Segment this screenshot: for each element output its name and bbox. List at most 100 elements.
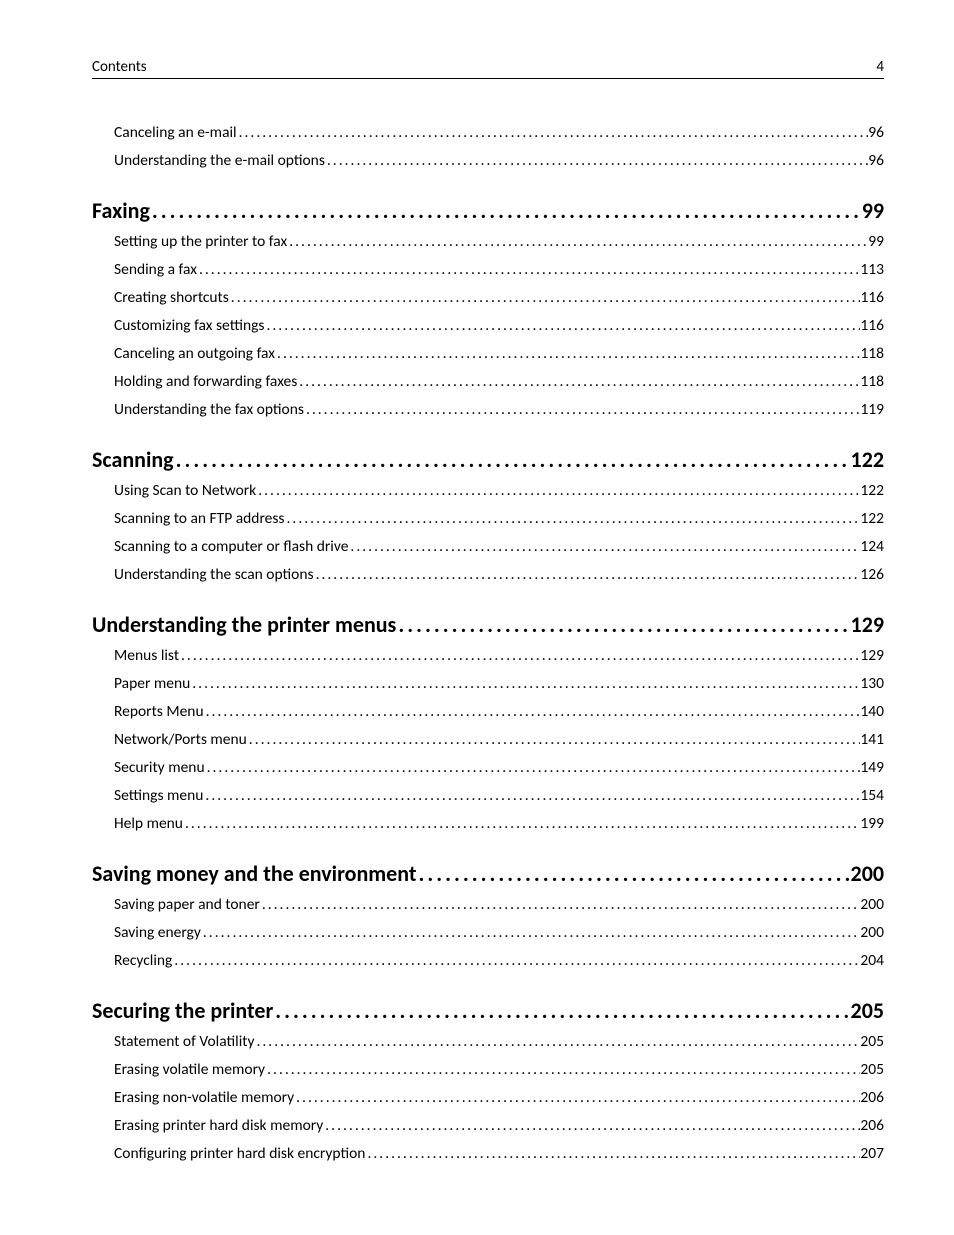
toc-entry[interactable]: Faxing..................................… bbox=[92, 197, 884, 224]
leader-dots: ........................................… bbox=[275, 342, 860, 366]
toc-entry[interactable]: Reports Menu............................… bbox=[114, 700, 884, 724]
toc-sub-page: 205 bbox=[860, 1058, 884, 1082]
header-title: Contents bbox=[92, 58, 147, 76]
toc-sub-page: 206 bbox=[860, 1086, 884, 1110]
toc-entry[interactable]: Security menu...........................… bbox=[114, 756, 884, 780]
leader-dots: ........................................… bbox=[247, 728, 861, 752]
toc-sub-title: Settings menu bbox=[114, 784, 203, 808]
toc-sub-page: 206 bbox=[860, 1114, 884, 1138]
toc-sub-page: 205 bbox=[860, 1030, 884, 1054]
toc-sub-title: Paper menu bbox=[114, 672, 190, 696]
toc-entry[interactable]: Menus list..............................… bbox=[114, 644, 884, 668]
toc-sub-title: Menus list bbox=[114, 644, 179, 668]
toc-entry[interactable]: Erasing non-volatile memory.............… bbox=[114, 1086, 884, 1110]
leader-dots: ........................................… bbox=[237, 121, 869, 145]
toc-sub-page: 116 bbox=[860, 286, 884, 310]
toc-entry[interactable]: Scanning to a computer or flash drive...… bbox=[114, 535, 884, 559]
toc-sub-title: Help menu bbox=[114, 812, 183, 836]
toc-sub-page: 130 bbox=[860, 672, 884, 696]
toc-sub-title: Scanning to a computer or flash drive bbox=[114, 535, 348, 559]
toc-sub-page: 204 bbox=[860, 949, 884, 973]
leader-dots: ........................................… bbox=[260, 893, 861, 917]
leader-dots: ........................................… bbox=[396, 611, 850, 638]
toc-sub-title: Saving paper and toner bbox=[114, 893, 260, 917]
leader-dots: ........................................… bbox=[264, 314, 860, 338]
toc-sub-page: 199 bbox=[860, 812, 884, 836]
toc-entry[interactable]: Customizing fax settings................… bbox=[114, 314, 884, 338]
leader-dots: ........................................… bbox=[265, 1058, 860, 1082]
toc-entry[interactable]: Holding and forwarding faxes............… bbox=[114, 370, 884, 394]
leader-dots: ........................................… bbox=[416, 860, 850, 887]
toc-sub-title: Holding and forwarding faxes bbox=[114, 370, 297, 394]
leader-dots: ........................................… bbox=[254, 1030, 860, 1054]
leader-dots: ........................................… bbox=[172, 949, 860, 973]
toc-entry[interactable]: Saving paper and toner..................… bbox=[114, 893, 884, 917]
leader-dots: ........................................… bbox=[174, 446, 851, 473]
toc-sub-page: 118 bbox=[860, 370, 884, 394]
toc-entry[interactable]: Creating shortcuts......................… bbox=[114, 286, 884, 310]
toc-entry[interactable]: Settings menu...........................… bbox=[114, 784, 884, 808]
table-of-contents: Canceling an e-mail.....................… bbox=[92, 121, 884, 1166]
toc-entry[interactable]: Setting up the printer to fax...........… bbox=[114, 230, 884, 254]
toc-sub-title: Saving energy bbox=[114, 921, 201, 945]
toc-entry[interactable]: Configuring printer hard disk encryption… bbox=[114, 1142, 884, 1166]
leader-dots: ........................................… bbox=[229, 286, 861, 310]
toc-entry[interactable]: Understanding the e-mail options........… bbox=[114, 149, 884, 173]
toc-entry[interactable]: Using Scan to Network...................… bbox=[114, 479, 884, 503]
toc-entry[interactable]: Help menu...............................… bbox=[114, 812, 884, 836]
toc-section-page: 99 bbox=[862, 197, 884, 224]
toc-entry[interactable]: Understanding the printer menus.........… bbox=[92, 611, 884, 638]
toc-section-page: 122 bbox=[851, 446, 884, 473]
leader-dots: ........................................… bbox=[294, 1086, 860, 1110]
toc-sub-title: Scanning to an FTP address bbox=[114, 507, 285, 531]
toc-sub-page: 96 bbox=[868, 121, 884, 145]
leader-dots: ........................................… bbox=[201, 921, 861, 945]
toc-sub-title: Erasing printer hard disk memory bbox=[114, 1114, 323, 1138]
toc-entry[interactable]: Paper menu..............................… bbox=[114, 672, 884, 696]
toc-entry[interactable]: Saving money and the environment........… bbox=[92, 860, 884, 887]
toc-section-title: Scanning bbox=[92, 446, 174, 473]
toc-entry[interactable]: Saving energy...........................… bbox=[114, 921, 884, 945]
toc-sub-page: 96 bbox=[868, 149, 884, 173]
toc-entry[interactable]: Erasing printer hard disk memory........… bbox=[114, 1114, 884, 1138]
leader-dots: ........................................… bbox=[205, 756, 861, 780]
toc-entry[interactable]: Securing the printer....................… bbox=[92, 997, 884, 1024]
toc-sub-page: 154 bbox=[860, 784, 884, 808]
leader-dots: ........................................… bbox=[365, 1142, 860, 1166]
toc-entry[interactable]: Recycling...............................… bbox=[114, 949, 884, 973]
toc-sub-page: 124 bbox=[860, 535, 884, 559]
toc-sub-title: Network/Ports menu bbox=[114, 728, 247, 752]
toc-sub-page: 118 bbox=[860, 342, 884, 366]
toc-entry[interactable]: Network/Ports menu......................… bbox=[114, 728, 884, 752]
toc-sub-title: Understanding the e-mail options bbox=[114, 149, 325, 173]
toc-sub-title: Using Scan to Network bbox=[114, 479, 256, 503]
toc-entry[interactable]: Canceling an outgoing fax...............… bbox=[114, 342, 884, 366]
toc-entry[interactable]: Scanning to an FTP address..............… bbox=[114, 507, 884, 531]
toc-sub-page: 129 bbox=[860, 644, 884, 668]
toc-entry[interactable]: Statement of Volatility.................… bbox=[114, 1030, 884, 1054]
leader-dots: ........................................… bbox=[297, 370, 860, 394]
toc-sub-title: Setting up the printer to fax bbox=[114, 230, 287, 254]
toc-entry[interactable]: Sending a fax...........................… bbox=[114, 258, 884, 282]
toc-entry[interactable]: Understanding the fax options...........… bbox=[114, 398, 884, 422]
toc-section-page: 200 bbox=[851, 860, 884, 887]
toc-section-page: 205 bbox=[851, 997, 884, 1024]
toc-sub-page: 200 bbox=[860, 921, 884, 945]
toc-entry[interactable]: Scanning................................… bbox=[92, 446, 884, 473]
leader-dots: ........................................… bbox=[348, 535, 860, 559]
toc-entry[interactable]: Erasing volatile memory.................… bbox=[114, 1058, 884, 1082]
toc-entry[interactable]: Understanding the scan options..........… bbox=[114, 563, 884, 587]
toc-entry[interactable]: Canceling an e-mail.....................… bbox=[114, 121, 884, 145]
toc-sub-page: 149 bbox=[860, 756, 884, 780]
toc-sub-page: 116 bbox=[860, 314, 884, 338]
leader-dots: ........................................… bbox=[323, 1114, 860, 1138]
toc-sub-title: Creating shortcuts bbox=[114, 286, 229, 310]
toc-sub-title: Understanding the scan options bbox=[114, 563, 314, 587]
toc-sub-title: Statement of Volatility bbox=[114, 1030, 254, 1054]
header-page-number: 4 bbox=[876, 58, 884, 76]
leader-dots: ........................................… bbox=[314, 563, 861, 587]
toc-section-title: Understanding the printer menus bbox=[92, 611, 396, 638]
leader-dots: ........................................… bbox=[273, 997, 850, 1024]
toc-sub-title: Configuring printer hard disk encryption bbox=[114, 1142, 365, 1166]
page-header: Contents 4 bbox=[92, 58, 884, 79]
